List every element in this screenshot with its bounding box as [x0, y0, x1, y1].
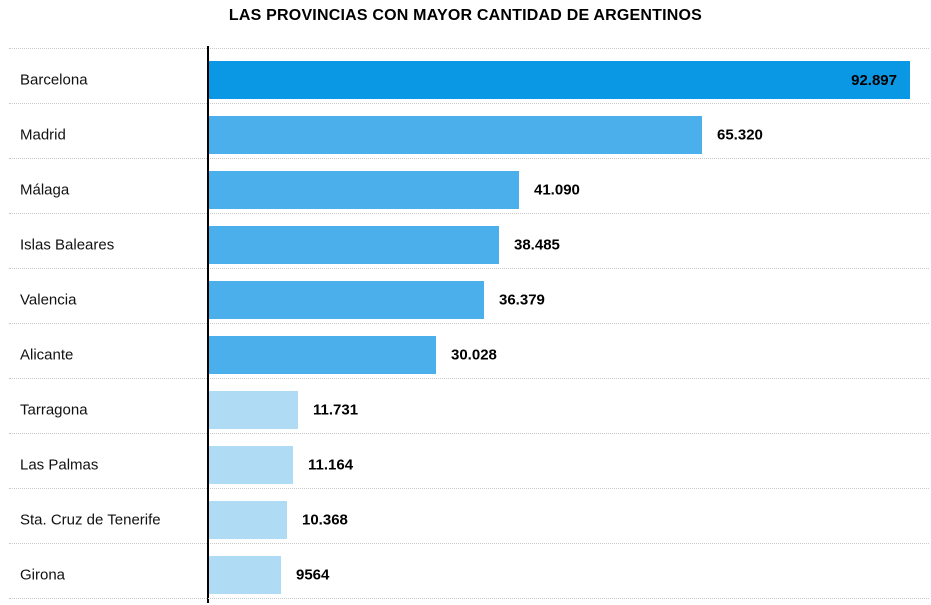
chart-row: Sta. Cruz de Tenerife 10.368	[0, 488, 931, 543]
bottom-separator	[9, 598, 929, 599]
chart-row: Madrid 65.320	[0, 103, 931, 158]
chart-title: LAS PROVINCIAS CON MAYOR CANTIDAD DE ARG…	[228, 7, 703, 24]
row-separator	[9, 543, 929, 544]
bar	[209, 226, 499, 264]
chart-row: Alicante 30.028	[0, 323, 931, 378]
row-separator	[9, 158, 929, 159]
category-label: Islas Baleares	[20, 236, 115, 254]
bar-area: 10.368	[209, 501, 931, 539]
bar-value-label: 30.028	[451, 346, 497, 364]
bar: 92.897	[209, 61, 910, 99]
row-separator	[9, 488, 929, 489]
bar-value-label: 65.320	[717, 126, 763, 144]
row-separator	[9, 323, 929, 324]
bar-area: 36.379	[209, 281, 931, 319]
bar-value-label: 10.368	[302, 511, 348, 529]
bar-area: 9564	[209, 556, 931, 594]
bar	[209, 336, 436, 374]
bar-area: 38.485	[209, 226, 931, 264]
category-label: Barcelona	[20, 71, 88, 89]
category-label: Alicante	[20, 346, 74, 364]
category-label: Madrid	[20, 126, 66, 144]
bar-value-label: 38.485	[514, 236, 560, 254]
bar-value-label: 11.164	[308, 456, 354, 474]
chart-row: Barcelona 92.897	[0, 48, 931, 103]
row-separator	[9, 268, 929, 269]
category-label: Valencia	[20, 291, 77, 309]
bar	[209, 171, 519, 209]
y-axis-line	[207, 46, 209, 603]
bar	[209, 116, 702, 154]
category-label: Las Palmas	[20, 456, 99, 474]
bar-area: 30.028	[209, 336, 931, 374]
chart-row: Islas Baleares 38.485	[0, 213, 931, 268]
chart-row: Valencia 36.379	[0, 268, 931, 323]
bar	[209, 501, 287, 539]
row-separator	[9, 433, 929, 434]
bar-value-label: 36.379	[499, 291, 545, 309]
bar	[209, 556, 281, 594]
bar-area: 92.897	[209, 61, 931, 99]
bar	[209, 391, 298, 429]
chart-row: Girona 9564	[0, 543, 931, 598]
category-label: Tarragona	[20, 401, 88, 419]
category-label: Girona	[20, 566, 66, 584]
category-label: Sta. Cruz de Tenerife	[20, 511, 161, 529]
row-separator	[9, 213, 929, 214]
row-separator	[9, 378, 929, 379]
chart-row: Málaga 41.090	[0, 158, 931, 213]
bar	[209, 281, 484, 319]
bar-value-label: 41.090	[534, 181, 580, 199]
bar-value-label: 11.731	[313, 401, 359, 419]
chart-row: Tarragona 11.731	[0, 378, 931, 433]
bar-area: 11.164	[209, 446, 931, 484]
bar-area: 65.320	[209, 116, 931, 154]
bar	[209, 446, 293, 484]
row-separator	[9, 103, 929, 104]
bar-value-label: 9564	[296, 566, 330, 584]
bar-area: 11.731	[209, 391, 931, 429]
row-separator	[9, 48, 929, 49]
bar-area: 41.090	[209, 171, 931, 209]
chart-rows: Barcelona 92.897 Madrid 65.320 Málaga 41…	[0, 48, 931, 598]
chart-row: Las Palmas 11.164	[0, 433, 931, 488]
category-label: Málaga	[20, 181, 70, 199]
chart-plot-area: Barcelona 92.897 Madrid 65.320 Málaga 41…	[0, 46, 931, 603]
bar-value-label: 92.897	[851, 71, 897, 89]
